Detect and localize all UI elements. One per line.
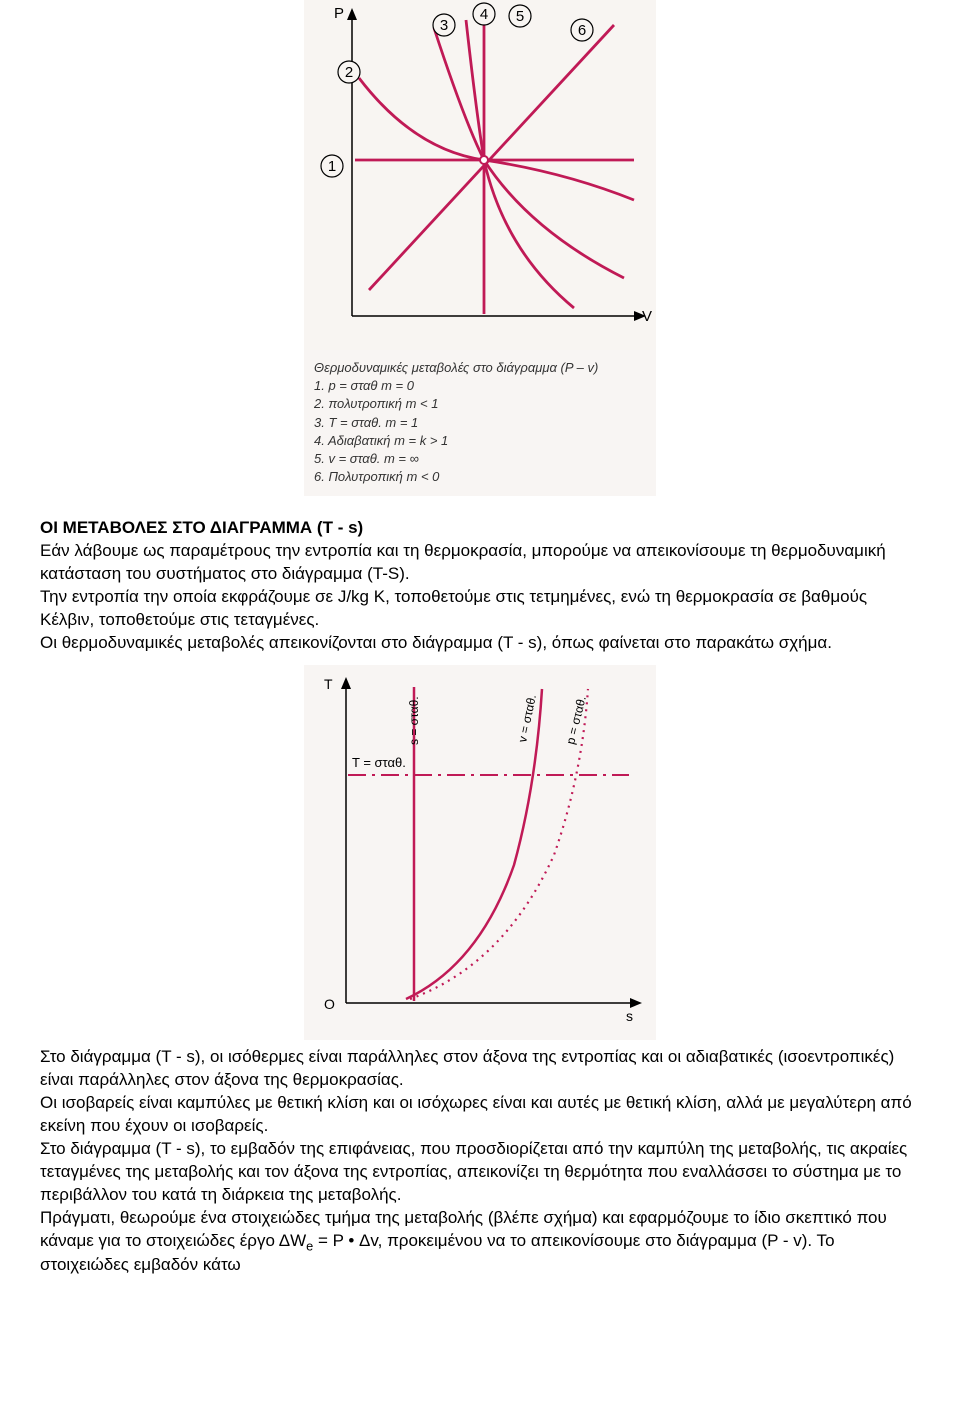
section-heading: ΟΙ ΜΕΤΑΒΟΛΕΣ ΣΤΟ ΔΙΑΓΡΑΜΜΑ (T - s) <box>40 518 920 538</box>
figure1-caption: Θερμοδυναμικές μεταβολές στο διάγραμμα (… <box>304 355 656 496</box>
svg-text:2: 2 <box>345 64 353 81</box>
svg-text:P: P <box>334 5 344 22</box>
svg-text:3: 3 <box>440 17 448 34</box>
paragraph: Οι θερμοδυναμικές μεταβολές απεικονίζοντ… <box>40 632 920 655</box>
paragraph: Πράγματι, θεωρούμε ένα στοιχειώδες τμήμα… <box>40 1207 920 1277</box>
svg-text:1: 1 <box>328 158 336 175</box>
figure2-diagram: TOsT = σταθ.s = σταθ.v = σταθ.p = σταθ. <box>304 665 656 1040</box>
figure1-caption-line: 5. v = σταθ. m = ∞ <box>314 450 646 468</box>
paragraph: Εάν λάβουμε ως παραμέτρους την εντροπία … <box>40 540 920 586</box>
svg-text:4: 4 <box>480 6 488 23</box>
svg-text:T = σταθ.: T = σταθ. <box>352 755 406 770</box>
figure1-caption-line: 3. T = σταθ. m = 1 <box>314 414 646 432</box>
paragraph: Την εντροπία την οποία εκφράζουμε σε J/k… <box>40 586 920 632</box>
svg-text:s: s <box>626 1008 633 1024</box>
figure2-wrap: TOsT = σταθ.s = σταθ.v = σταθ.p = σταθ. <box>40 665 920 1040</box>
figure1-caption-line: 6. Πολυτροπική m < 0 <box>314 468 646 486</box>
svg-text:6: 6 <box>578 22 586 39</box>
figure1-wrap: P V 1 2 3 4 5 6 Θερμοδυναμικές μεταβολές στο δι… <box>40 0 920 496</box>
paragraph: Στο διάγραμμα (T - s), οι ισόθερμες είνα… <box>40 1046 920 1092</box>
figure1-caption-line: 1. p = σταθ m = 0 <box>314 377 646 395</box>
svg-text:s = σταθ.: s = σταθ. <box>407 696 421 745</box>
figure1-caption-title: Θερμοδυναμικές μεταβολές στο διάγραμμα (… <box>314 359 646 377</box>
figure1-caption-line: 4. Αδιαβατική m = k > 1 <box>314 432 646 450</box>
figure1-caption-line: 2. πολυτροπική m < 1 <box>314 395 646 413</box>
svg-text:O: O <box>324 996 335 1012</box>
svg-text:T: T <box>324 676 333 692</box>
svg-text:5: 5 <box>516 8 524 25</box>
paragraph: Οι ισοβαρείς είναι καμπύλες με θετική κλ… <box>40 1092 920 1138</box>
svg-text:V: V <box>642 308 652 325</box>
figure1-diagram: P V 1 2 3 4 5 6 <box>304 0 656 355</box>
paragraph: Στο διάγραμμα (T - s), το εμβαδόν της επ… <box>40 1138 920 1207</box>
